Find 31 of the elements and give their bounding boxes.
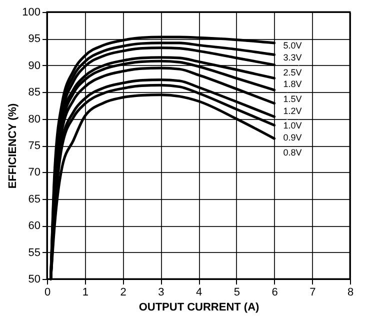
x-tick-label: 1 — [82, 286, 88, 298]
series-label: 0.9V — [283, 132, 302, 142]
series-label: 3.3V — [283, 52, 302, 62]
y-tick-label: 85 — [28, 86, 40, 99]
x-axis-title: OUTPUT CURRENT (A) — [138, 302, 260, 314]
y-tick-label: 90 — [28, 60, 40, 72]
x-tick-label: 3 — [158, 286, 164, 298]
y-tick-label: 70 — [28, 166, 40, 179]
x-tick-label: 0 — [44, 286, 51, 298]
series-label: 1.5V — [283, 94, 302, 104]
x-tick-label: 6 — [272, 286, 278, 298]
x-tick-label: 8 — [347, 286, 354, 298]
y-tick-label: 55 — [28, 246, 40, 259]
y-tick-label: 65 — [28, 193, 40, 206]
y-tick-label: 60 — [28, 220, 40, 232]
x-tick-label: 5 — [234, 286, 240, 298]
series-label: 1.0V — [283, 120, 302, 131]
y-tick-label: 75 — [28, 140, 40, 152]
x-tick-label: 2 — [120, 286, 126, 298]
y-tick-label: 50 — [28, 274, 40, 286]
y-axis-title: EFFICIENCY (%) — [7, 102, 20, 189]
series-label: 1.8V — [283, 79, 302, 90]
y-tick-label: 100 — [22, 6, 40, 18]
y-tick-label: 95 — [28, 33, 40, 46]
series-label: 2.5V — [283, 67, 302, 78]
y-tick-label: 80 — [28, 113, 40, 126]
x-tick-label: 4 — [196, 286, 202, 298]
series-label: 0.8V — [283, 147, 302, 158]
series-label: 5.0V — [283, 40, 302, 51]
series-label: 1.2V — [283, 106, 302, 116]
x-tick-label: 7 — [310, 286, 316, 298]
